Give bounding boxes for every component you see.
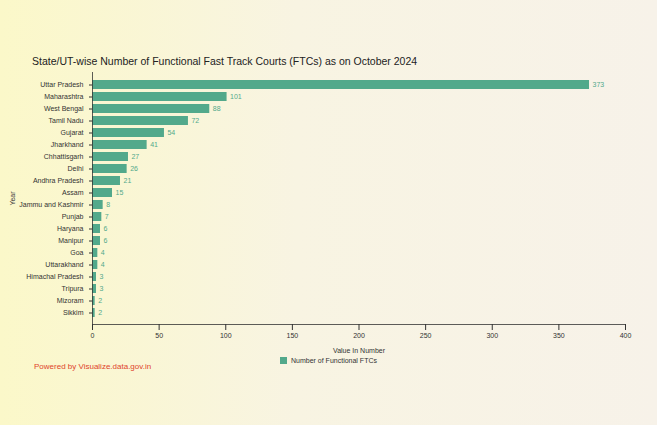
svg-text:41: 41 [150,141,158,148]
svg-text:72: 72 [191,117,199,124]
svg-text:373: 373 [593,81,605,88]
svg-text:54: 54 [167,129,175,136]
svg-text:100: 100 [220,332,232,339]
svg-text:7: 7 [105,213,109,220]
svg-text:Gujarat: Gujarat [61,129,84,137]
svg-text:Haryana: Haryana [57,225,84,233]
svg-text:2: 2 [98,309,102,316]
svg-text:Uttar Pradesh: Uttar Pradesh [40,81,83,88]
html-text:State/UT-wise Number of Functi: State/UT-wise Number of Functional Fast … [32,55,418,67]
svg-text:Value In Number: Value In Number [333,347,386,354]
svg-text:Chhattisgarh: Chhattisgarh [44,153,84,161]
svg-text:Manipur: Manipur [58,237,84,245]
svg-text:Andhra Pradesh: Andhra Pradesh [33,177,84,184]
svg-text:300: 300 [486,332,498,339]
html-text:Number of Functional FTCs: Number of Functional FTCs [291,357,377,364]
svg-text:Himachal Pradesh: Himachal Pradesh [26,273,83,280]
svg-text:Assam: Assam [62,189,84,196]
svg-text:4: 4 [101,261,105,268]
svg-text:West Bengal: West Bengal [44,105,84,113]
svg-text:3: 3 [99,285,103,292]
html-text:Powered by Visualize.data.gov.: Powered by Visualize.data.gov.in [34,362,152,371]
svg-text:150: 150 [287,332,299,339]
svg-text:88: 88 [213,105,221,112]
svg-text:Tamil Nadu: Tamil Nadu [48,117,83,124]
svg-text:6: 6 [103,225,107,232]
svg-text:50: 50 [155,332,163,339]
svg-text:Maharashtra: Maharashtra [44,93,83,100]
svg-text:2: 2 [98,297,102,304]
svg-text:3: 3 [99,273,103,280]
svg-text:21: 21 [123,177,131,184]
svg-text:Goa: Goa [70,249,83,256]
svg-text:Tripura: Tripura [62,285,84,293]
svg-text:Punjab: Punjab [62,213,84,221]
svg-text:27: 27 [131,153,139,160]
svg-text:350: 350 [553,332,565,339]
svg-text:Jammu and Kashmir: Jammu and Kashmir [19,201,84,208]
svg-text:Delhi: Delhi [68,165,84,172]
svg-text:101: 101 [230,93,242,100]
svg-text:0: 0 [91,332,95,339]
svg-text:400: 400 [620,332,632,339]
svg-text:Mizoram: Mizoram [57,297,84,304]
svg-text:Uttarakhand: Uttarakhand [45,261,83,268]
svg-text:26: 26 [130,165,138,172]
svg-text:Sikkim: Sikkim [63,309,84,316]
svg-text:200: 200 [353,332,365,339]
svg-text:8: 8 [106,201,110,208]
svg-text:250: 250 [420,332,432,339]
svg-text:6: 6 [103,237,107,244]
svg-text:15: 15 [115,189,123,196]
svg-text:4: 4 [101,249,105,256]
svg-text:Jharkhand: Jharkhand [51,141,84,148]
svg-text:Year: Year [9,191,16,206]
